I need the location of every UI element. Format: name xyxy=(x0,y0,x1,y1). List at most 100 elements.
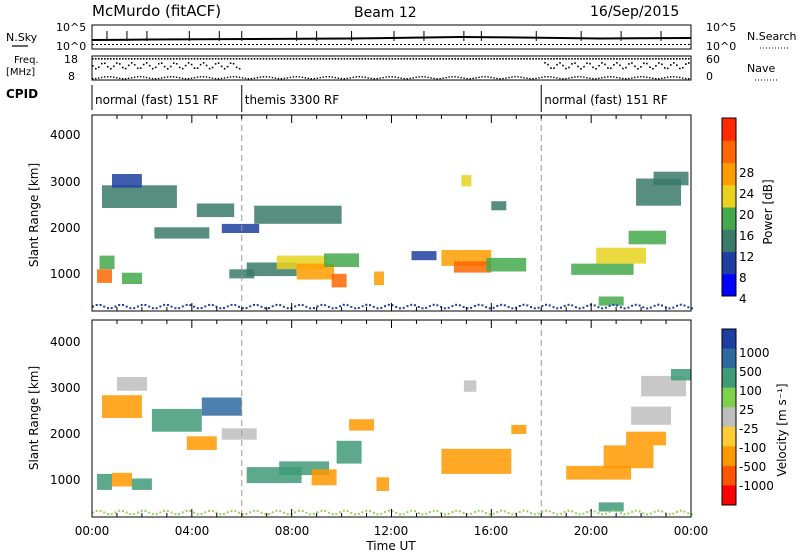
freq-right-tick-bottom: 0 xyxy=(706,70,713,83)
velocity-cell xyxy=(463,380,477,392)
velocity-speckle xyxy=(683,510,686,513)
xtick-3: 12:00 xyxy=(374,524,409,538)
power-cell xyxy=(229,269,255,279)
power-colorbar: 28 24 20 16 12 8 4 Power [dB] xyxy=(721,117,775,306)
power-speckle xyxy=(316,305,319,308)
freq-dot xyxy=(370,58,373,60)
freq-dot xyxy=(92,58,94,60)
power-speckle xyxy=(661,304,663,307)
freq-dot xyxy=(529,58,531,60)
freq-dot xyxy=(478,58,480,60)
freq-dot xyxy=(673,58,675,60)
velocity-speckle xyxy=(204,511,207,514)
power-speckle xyxy=(305,305,308,308)
freq-dot xyxy=(640,66,642,68)
power-speckle xyxy=(208,303,211,306)
freq-dot xyxy=(172,62,175,64)
power-speckle xyxy=(623,307,626,310)
nave-dot xyxy=(199,76,202,78)
velocity-speckle xyxy=(376,513,379,516)
freq-dot xyxy=(682,58,684,60)
freq-dot xyxy=(229,62,232,65)
power-speckle xyxy=(627,306,630,309)
nave-dot xyxy=(403,77,405,80)
velocity-speckle xyxy=(189,510,192,512)
power-cell xyxy=(331,273,347,288)
freq-dot xyxy=(313,58,316,60)
noise-sky-trace xyxy=(91,35,692,41)
noise-right-tick-top: 10^5 xyxy=(706,21,736,34)
freq-dot xyxy=(664,67,666,69)
velocity-speckle xyxy=(443,513,446,516)
freq-dot xyxy=(160,62,163,64)
nave-dot xyxy=(151,77,154,80)
power-panel: Slant Range [km] 4000 3000 2000 1000 xyxy=(27,114,693,312)
velocity-speckle xyxy=(466,513,469,516)
power-speckle xyxy=(226,305,229,308)
power-speckle xyxy=(294,305,297,308)
freq-dot xyxy=(295,58,298,60)
power-speckle xyxy=(155,307,158,310)
nave-dot xyxy=(385,76,387,78)
nave-dot xyxy=(166,76,169,78)
nave-dot xyxy=(113,76,115,78)
freq-dot xyxy=(223,67,226,70)
freq-dot xyxy=(184,64,187,67)
freq-dot xyxy=(104,62,106,65)
nave-dot xyxy=(250,77,253,80)
nave-dot xyxy=(160,77,163,79)
nave-dot xyxy=(92,78,94,80)
velocity-speckle xyxy=(428,511,431,514)
velocity-cell xyxy=(221,428,257,440)
power-cell xyxy=(254,205,342,224)
axis-ticks xyxy=(91,115,692,517)
freq-dot xyxy=(631,62,633,64)
velocity-speckle xyxy=(219,513,222,516)
nave-dot xyxy=(116,77,118,79)
velocity-speckle xyxy=(144,510,147,512)
freq-dot xyxy=(637,58,639,60)
nave-dot xyxy=(553,76,555,79)
velocity-speckle xyxy=(661,510,663,513)
power-speckle xyxy=(354,307,357,310)
freq-dot xyxy=(472,58,474,60)
freq-dot xyxy=(202,58,205,60)
power-speckle xyxy=(556,307,559,310)
velocity-speckle xyxy=(567,509,570,512)
power-speckle xyxy=(140,304,143,306)
velocity-speckle xyxy=(129,513,132,516)
nave-dot xyxy=(211,77,214,79)
power-cell xyxy=(596,247,647,264)
freq-dot xyxy=(169,58,172,60)
power-cbar-tick-12: 12 xyxy=(739,250,754,264)
power-speckle xyxy=(500,303,503,306)
velocity-speckle xyxy=(503,510,506,513)
nave-dot xyxy=(475,77,477,79)
velocity-speckle xyxy=(380,512,383,515)
power-speckle xyxy=(264,307,267,310)
freq-dot xyxy=(565,58,567,60)
velocity-speckle xyxy=(451,511,454,513)
nave-dot xyxy=(421,76,423,78)
freq-dot xyxy=(604,58,606,60)
cpid-label: CPID xyxy=(6,87,38,101)
freq-dot xyxy=(571,63,573,65)
velocity-speckle xyxy=(253,509,255,512)
power-speckle xyxy=(163,303,166,306)
power-speckle xyxy=(455,303,458,306)
freq-dot xyxy=(574,58,576,60)
velocity-ytick-3000: 3000 xyxy=(50,381,81,395)
velocity-speckle xyxy=(357,512,360,515)
nave-dot xyxy=(571,76,573,79)
velocity-speckle xyxy=(653,510,656,513)
power-speckle xyxy=(256,304,259,307)
nave-dot xyxy=(667,76,669,78)
freq-dot xyxy=(127,64,130,67)
velocity-speckle xyxy=(95,509,98,512)
power-speckle xyxy=(593,304,596,307)
velocity-speckle xyxy=(604,512,607,515)
power-speckle xyxy=(335,306,338,309)
velocity-speckle xyxy=(241,513,244,516)
power-speckle xyxy=(653,304,656,307)
power-speckle xyxy=(586,304,589,307)
